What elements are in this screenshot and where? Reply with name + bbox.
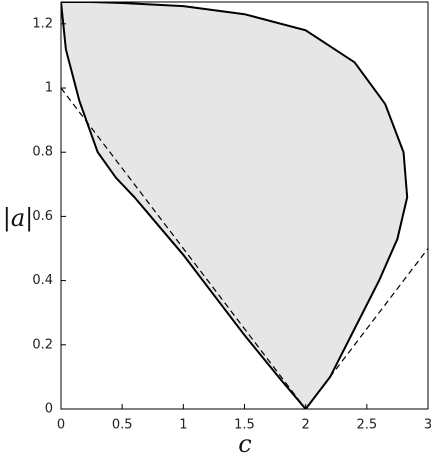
x-tick-label: 0 bbox=[57, 418, 65, 433]
x-tick-label: 1.5 bbox=[234, 418, 255, 433]
y-tick-label: 0.2 bbox=[32, 337, 53, 352]
dashed-line bbox=[61, 87, 307, 409]
y-tick-label: 0.4 bbox=[32, 273, 53, 288]
plot-area bbox=[61, 2, 428, 409]
x-tick-label: 3 bbox=[424, 418, 432, 433]
y-tick-label: 1 bbox=[45, 81, 53, 96]
y-tick-label: 1.2 bbox=[32, 16, 53, 31]
y-tick-label: 0.6 bbox=[32, 209, 53, 224]
x-tick-label: 2 bbox=[302, 418, 310, 433]
y-tick-label: 0 bbox=[45, 402, 53, 417]
y-tick-label: 0.8 bbox=[32, 145, 53, 160]
region bbox=[61, 2, 409, 409]
x-tick-label: 2.5 bbox=[356, 418, 377, 433]
dashed-line bbox=[305, 248, 428, 409]
x-tick-label: 0.5 bbox=[112, 418, 133, 433]
x-tick-label: 1 bbox=[179, 418, 187, 433]
y-axis-label: |a| bbox=[3, 204, 33, 233]
x-axis-label: c bbox=[238, 430, 251, 458]
